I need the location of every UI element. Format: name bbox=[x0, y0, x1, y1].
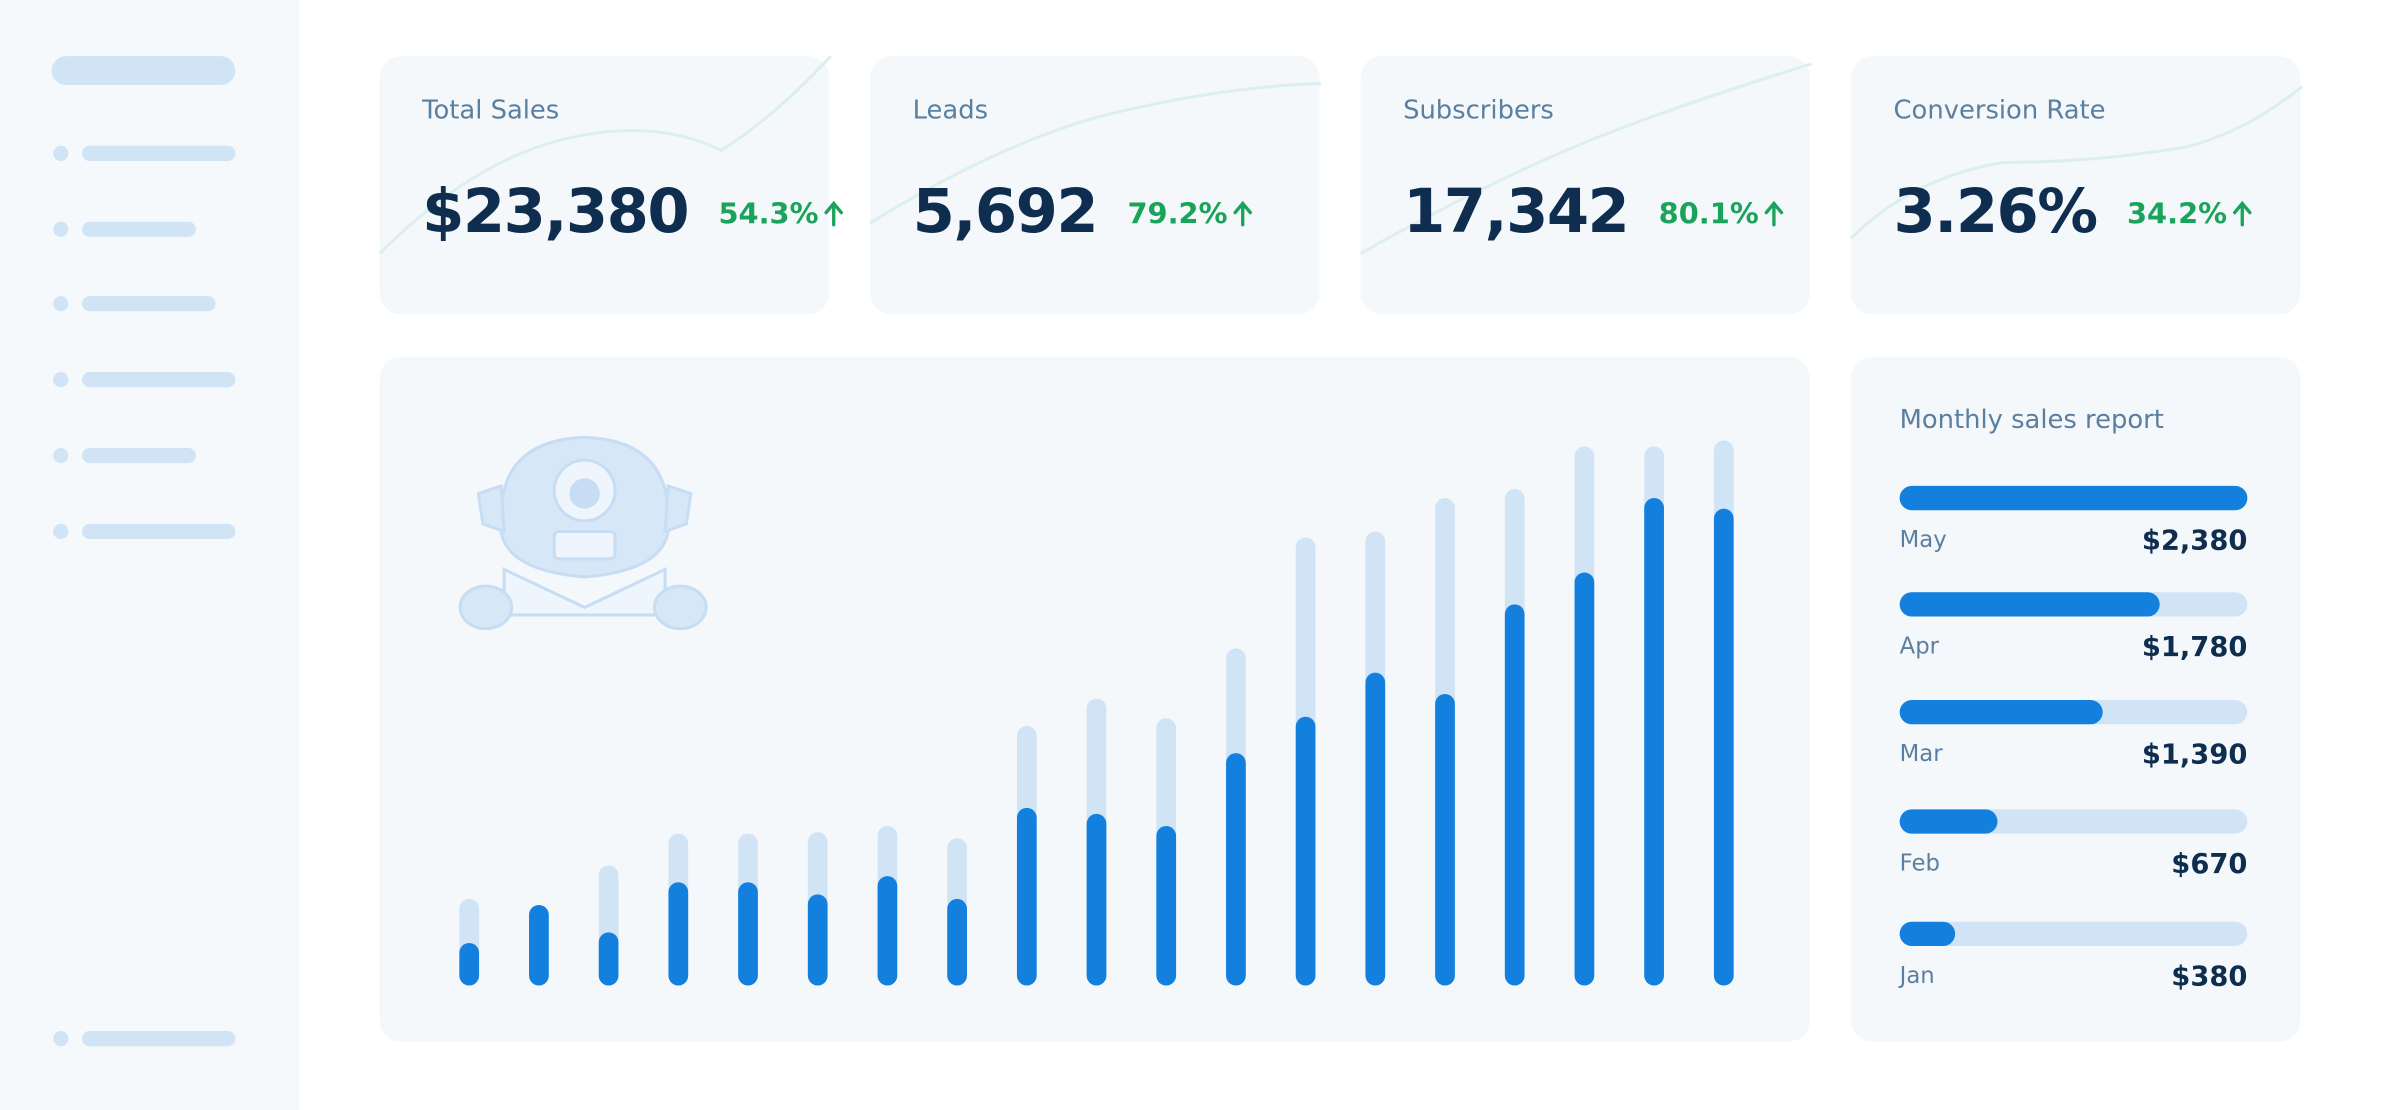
bar-value bbox=[1504, 604, 1525, 986]
progress-track bbox=[1899, 921, 2248, 947]
sparkline bbox=[378, 55, 832, 255]
sidebar-bg bbox=[0, 0, 300, 1110]
month-value: $2,380 bbox=[2142, 526, 2247, 557]
month-value: $380 bbox=[2171, 961, 2247, 992]
sparkline bbox=[1849, 85, 2303, 240]
kpi-title: Subscribers bbox=[1403, 95, 1554, 125]
bar-value bbox=[1295, 716, 1316, 986]
up-arrow bbox=[1764, 200, 1784, 227]
bar-value bbox=[807, 894, 828, 986]
menu-dot bbox=[53, 296, 69, 312]
mascot-pupil bbox=[569, 478, 600, 509]
bar-value bbox=[1365, 672, 1386, 986]
menu-dot bbox=[53, 523, 69, 540]
menu-item[interactable] bbox=[81, 447, 196, 464]
menu-dot bbox=[53, 1031, 69, 1047]
menu-dot bbox=[53, 372, 69, 388]
kpi-value: $23,380 bbox=[422, 177, 688, 247]
sparkline bbox=[869, 81, 1322, 225]
menu-item[interactable] bbox=[81, 1031, 236, 1047]
kpi-title: Total Sales bbox=[421, 95, 559, 125]
kpi-card bbox=[379, 56, 830, 315]
menu-item[interactable] bbox=[81, 221, 196, 237]
kpi-change: 80.1% bbox=[1659, 197, 1759, 231]
mascot-teeth bbox=[552, 529, 617, 561]
kpi-card bbox=[1851, 56, 2301, 315]
sidebar-logo[interactable] bbox=[51, 56, 236, 86]
bar-value bbox=[598, 932, 619, 986]
month-label: Jan bbox=[1898, 963, 1935, 989]
bar-value bbox=[459, 942, 480, 986]
month-value: $670 bbox=[2171, 849, 2247, 880]
bar-value bbox=[877, 876, 898, 986]
report-card bbox=[1851, 356, 2301, 1042]
progress-bar bbox=[1899, 592, 2160, 617]
kpi-title: Conversion Rate bbox=[1894, 95, 2106, 125]
progress-bar bbox=[1899, 921, 1956, 947]
mascot bbox=[458, 435, 708, 631]
up-arrow bbox=[1233, 200, 1252, 227]
month-value: $1,780 bbox=[2142, 632, 2247, 663]
menu-item[interactable] bbox=[81, 145, 236, 161]
sparkline bbox=[1359, 62, 1813, 255]
menu-item[interactable] bbox=[81, 296, 216, 312]
month-label: Apr bbox=[1900, 633, 1940, 659]
bar-value bbox=[1713, 508, 1734, 986]
kpi-value: 3.26% bbox=[1894, 177, 2097, 247]
progress-bar bbox=[1899, 485, 2248, 511]
bar-value bbox=[1574, 572, 1595, 986]
bar-value bbox=[1435, 693, 1455, 986]
progress-bar bbox=[1899, 809, 1998, 834]
kpi-change: 79.2% bbox=[1127, 197, 1227, 231]
menu-dot bbox=[53, 447, 69, 464]
menu-dot bbox=[53, 145, 69, 161]
menu-item[interactable] bbox=[81, 523, 236, 540]
bar-value bbox=[738, 882, 758, 986]
bar-value bbox=[1644, 498, 1664, 986]
bar-value bbox=[947, 898, 967, 986]
bar-value bbox=[1226, 753, 1246, 986]
mascot-foot bbox=[652, 584, 708, 631]
bar-value bbox=[668, 882, 689, 986]
up-arrow bbox=[2232, 200, 2252, 227]
kpi-title: Leads bbox=[913, 95, 988, 125]
bar-value bbox=[529, 905, 549, 986]
mascot-foot bbox=[458, 584, 514, 631]
kpi-value: 5,692 bbox=[913, 177, 1097, 247]
month-value: $1,390 bbox=[2142, 740, 2247, 771]
up-arrow bbox=[824, 200, 843, 227]
bar-value bbox=[1016, 807, 1037, 986]
sidebar-menu bbox=[53, 145, 236, 1047]
menu-item[interactable] bbox=[81, 372, 236, 388]
kpi-change: 54.3% bbox=[718, 197, 818, 231]
kpi-change: 34.2% bbox=[2127, 197, 2227, 231]
progress-bar bbox=[1899, 700, 2103, 725]
mascot-ears bbox=[476, 483, 693, 534]
bar-value bbox=[1156, 826, 1177, 986]
kpi-card bbox=[1360, 56, 1811, 315]
month-label: Mar bbox=[1900, 741, 1944, 767]
menu-dot bbox=[53, 221, 69, 237]
month-label: Feb bbox=[1900, 851, 1940, 877]
kpi-card bbox=[870, 56, 1320, 315]
sidebar bbox=[0, 0, 300, 1110]
month-label: May bbox=[1900, 527, 1947, 553]
report-title: Monthly sales report bbox=[1900, 405, 2164, 435]
bar-value bbox=[1086, 813, 1107, 986]
kpi-value: 17,342 bbox=[1403, 177, 1628, 247]
